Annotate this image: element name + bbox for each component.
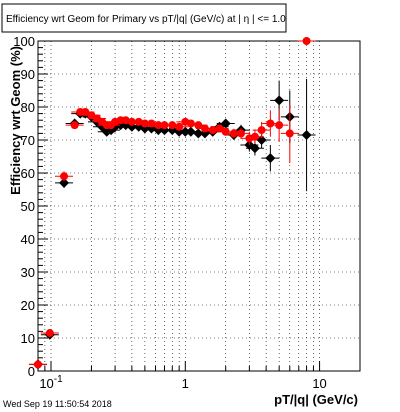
y-tick-label: 20	[21, 298, 35, 313]
data-point-circle	[168, 121, 177, 130]
data-point-circle	[237, 129, 246, 138]
data-point-circle	[60, 172, 69, 181]
y-tick-label: 0	[28, 364, 35, 379]
data-point-diamond	[185, 126, 196, 137]
y-tick-label: 100	[13, 34, 35, 49]
data-point-circle	[208, 126, 217, 135]
data-point-circle	[81, 107, 90, 116]
y-axis-title: Efficiency wrt Geom (%)	[8, 46, 23, 195]
y-tick-label: 90	[21, 67, 35, 82]
y-tick-label: 60	[21, 166, 35, 181]
chart-title: Efficiency wrt Geom for Primary vs pT/|q…	[6, 14, 286, 25]
y-tick-label: 50	[21, 199, 35, 214]
y-tick-label: 80	[21, 100, 35, 115]
grid-layer	[38, 41, 360, 371]
data-point-circle	[194, 121, 203, 130]
timestamp-footer: Wed Sep 19 11:50:54 2018	[3, 399, 112, 409]
data-point-circle	[34, 360, 42, 369]
data-point-circle	[70, 121, 79, 130]
data-point-circle	[200, 124, 209, 133]
tick-layer: 0 10 20 30 40 50 60 70 80 90 100 10-1 1 10	[13, 34, 361, 391]
data-point-circle	[302, 37, 311, 45]
data-point-circle	[275, 121, 284, 130]
data-point-circle	[175, 122, 184, 131]
data-point-circle	[250, 132, 259, 141]
data-point-circle	[221, 127, 230, 136]
data-point-diamond	[167, 125, 178, 136]
data-point-diamond	[265, 153, 276, 164]
data-point-circle	[257, 126, 266, 135]
data-point-circle	[186, 119, 195, 128]
data-point-diamond	[301, 130, 312, 141]
y-tick-label: 30	[21, 265, 35, 280]
title-box: Efficiency wrt Geom for Primary vs pT/|q…	[1, 3, 287, 33]
marks-layer	[29, 37, 316, 370]
data-point-diamond	[106, 125, 117, 136]
x-tick-label: 10-1	[39, 374, 63, 391]
y-tick-label: 40	[21, 232, 35, 247]
x-axis-title: pT/|q| (GeV/c)	[274, 392, 358, 407]
data-point-circle	[147, 119, 156, 128]
y-tick-label: 70	[21, 133, 35, 148]
data-point-circle	[45, 329, 54, 338]
data-point-diamond	[274, 95, 285, 106]
y-tick-label: 10	[21, 331, 35, 346]
data-point-diamond	[249, 143, 260, 154]
data-point-diamond	[220, 118, 231, 129]
data-point-diamond	[256, 135, 267, 145]
data-point-diamond	[59, 177, 70, 188]
data-point-circle	[215, 124, 224, 133]
x-tick-label: 1	[182, 376, 189, 391]
x-tick-label: 10	[312, 376, 326, 391]
data-point-circle	[266, 119, 275, 128]
data-point-circle	[285, 129, 294, 138]
